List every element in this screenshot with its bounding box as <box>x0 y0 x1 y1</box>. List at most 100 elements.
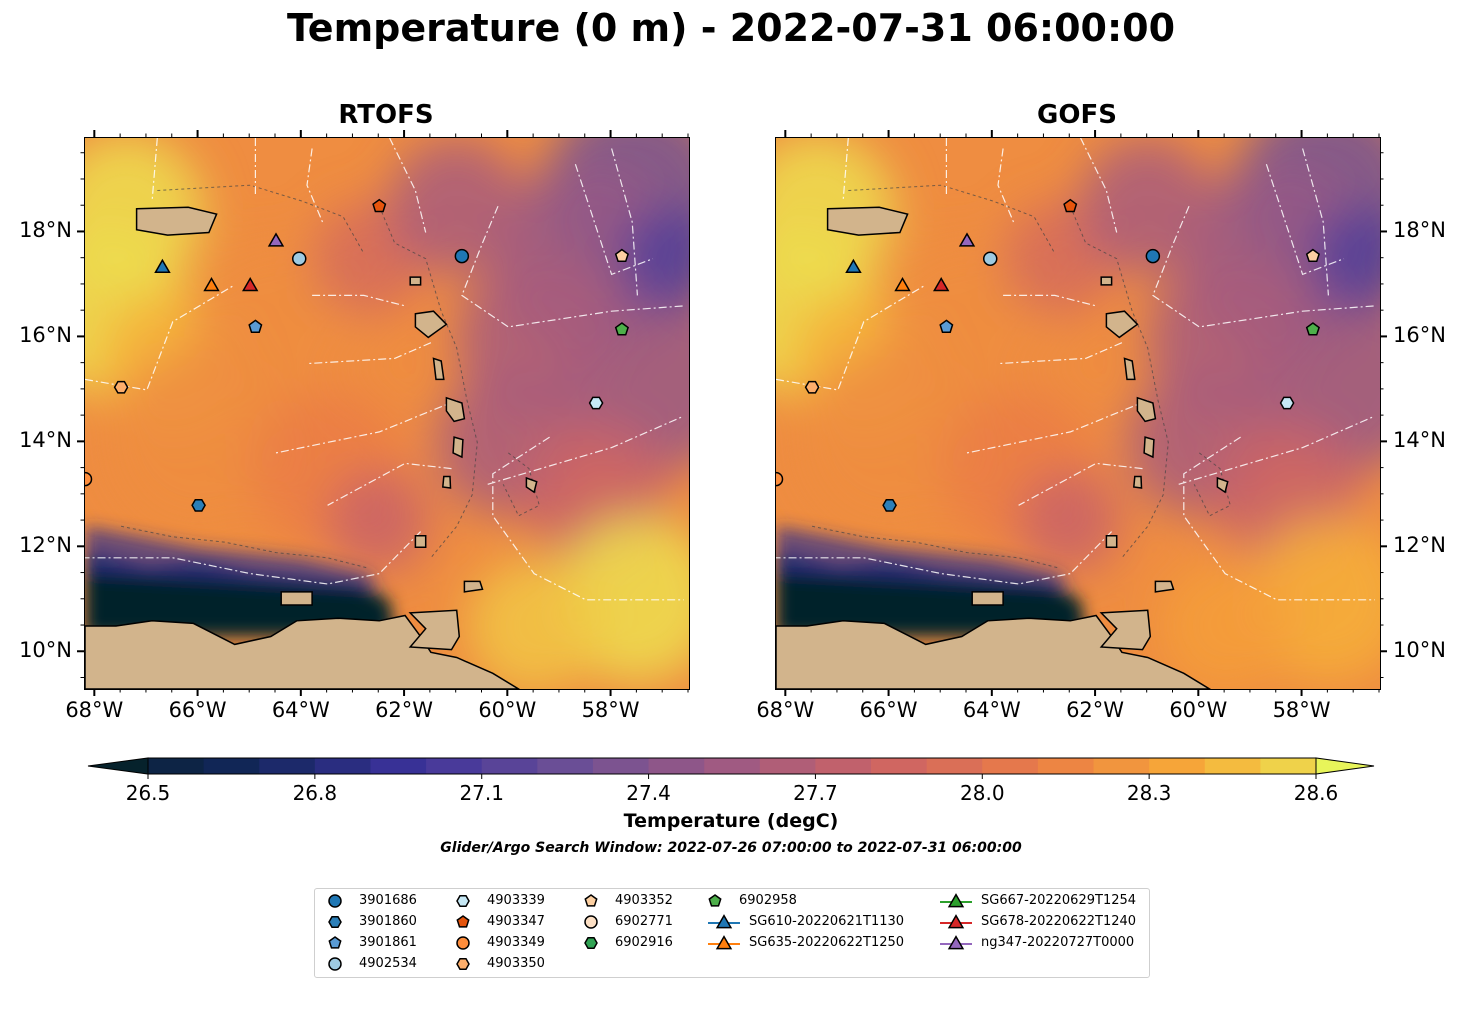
legend-marker-icon <box>708 914 740 929</box>
legend-marker-icon <box>708 935 740 950</box>
marker-3901860 <box>191 498 206 512</box>
colorbar-bin <box>1149 758 1206 774</box>
colorbar-extend-low <box>87 757 149 775</box>
legend-label: SG635-20220622T1250 <box>749 935 905 950</box>
marker-4902534 <box>982 251 998 266</box>
marker-4903352 <box>614 248 629 263</box>
eez-boundaries <box>85 138 685 601</box>
marker-SG678-20220622T1240 <box>933 276 950 292</box>
lat-tick-label-1-4: 18°N <box>1393 218 1446 243</box>
lon-tick-label-1-3: 62°W <box>1066 698 1125 722</box>
marker-4903350 <box>113 380 129 394</box>
colorbar-bin <box>314 758 371 774</box>
lat-tick-label-0-3: 16°N <box>19 323 72 348</box>
legend-label: 6902958 <box>739 893 797 908</box>
legend-label: ng347-20220727T0000 <box>981 935 1135 950</box>
legend-label: 3901861 <box>359 935 417 950</box>
observation-markers <box>85 198 629 512</box>
legend-marker-icon <box>328 936 342 949</box>
marker-4903347 <box>372 198 387 213</box>
legend-label: SG610-20220621T1130 <box>749 914 905 929</box>
colorbar-bin <box>871 758 928 774</box>
colorbar-bin <box>481 758 538 774</box>
lon-tick-label-0-5: 58°W <box>581 698 640 722</box>
legend-label: 4903347 <box>487 914 545 929</box>
legend-label: 4903349 <box>487 935 545 950</box>
marker-4903339 <box>1279 396 1295 410</box>
temperature-field <box>776 138 1380 689</box>
legend-marker-icon <box>940 914 972 929</box>
colorbar-tick-label-1: 26.8 <box>292 781 338 805</box>
map-canvas <box>85 138 689 689</box>
colorbar-bin <box>537 758 594 774</box>
lon-tick-label-0-0: 68°W <box>65 698 124 722</box>
marker-4903347 <box>1063 198 1078 213</box>
lat-tick-label-0-4: 18°N <box>19 218 72 243</box>
legend-label: 3901686 <box>359 893 417 908</box>
lon-tick-label-1-4: 60°W <box>1169 698 1228 722</box>
colorbar-tick-label-3: 27.4 <box>626 781 671 805</box>
marker-SG678-20220622T1240 <box>242 276 259 292</box>
legend-marker-icon <box>328 894 342 908</box>
lon-tick-label-1-5: 58°W <box>1272 698 1331 722</box>
marker-SG610-20220621T1130 <box>845 258 862 273</box>
marker-3901861 <box>939 319 954 333</box>
marker-4903352 <box>1305 248 1320 263</box>
colorbar-bin <box>148 758 205 774</box>
marker-ng347-20220727T0000 <box>267 232 285 247</box>
map-canvas <box>776 138 1380 689</box>
colorbar-bin <box>1093 758 1150 774</box>
colorbar-bin <box>370 758 427 774</box>
lat-tick-label-1-2: 14°N <box>1393 428 1446 453</box>
marker-SG610-20220621T1130 <box>154 258 171 273</box>
legend-marker-icon <box>328 957 342 971</box>
lon-tick-label-0-1: 66°W <box>168 698 227 722</box>
colorbar-tick-label-6: 28.3 <box>1126 781 1172 805</box>
colorbar-bin <box>1037 758 1095 774</box>
legend-marker-icon <box>456 958 470 970</box>
land <box>85 206 538 689</box>
cold-band <box>85 526 395 637</box>
legend-label: 6902771 <box>615 914 673 929</box>
legend-marker-icon <box>456 915 470 928</box>
colorbar-bin <box>259 758 316 774</box>
colorbar-bin <box>592 758 650 774</box>
marker-ng347-20220727T0000 <box>958 232 976 247</box>
marker-3901861 <box>248 319 263 333</box>
bathymetry-contours <box>121 184 540 569</box>
lon-tick-label-0-3: 62°W <box>375 698 434 722</box>
cold-band <box>776 526 1086 637</box>
marker-SG635-20220622T1250 <box>203 276 220 292</box>
lat-tick-label-0-2: 14°N <box>19 428 72 453</box>
lat-tick-label-1-0: 10°N <box>1393 638 1446 663</box>
legend-marker-icon <box>584 915 598 929</box>
panel-title-rtofs: RTOFS <box>338 100 434 130</box>
colorbar <box>87 757 1375 779</box>
colorbar-tick-label-4: 27.7 <box>793 781 838 805</box>
legend-label: 4903350 <box>487 956 545 971</box>
colorbar-bin <box>203 758 260 774</box>
marker-4903349 <box>776 471 784 487</box>
lon-tick-label-0-2: 64°W <box>271 698 330 722</box>
legend-marker-icon <box>940 935 972 950</box>
lat-tick-label-1-3: 16°N <box>1393 323 1446 348</box>
legend-label: 4903339 <box>487 893 545 908</box>
legend-label: SG678-20220622T1240 <box>981 914 1137 929</box>
map-rtofs <box>84 137 690 690</box>
colorbar-bin <box>926 758 983 774</box>
legend-marker-icon <box>584 937 598 949</box>
marker-4902534 <box>291 251 307 266</box>
colorbar-bin <box>1260 758 1317 774</box>
legend-label: 3901860 <box>359 914 417 929</box>
colorbar-bin <box>648 758 705 774</box>
colorbar-tick-label-5: 28.0 <box>960 781 1005 805</box>
legend-label: 4902534 <box>359 956 417 971</box>
marker-3901686 <box>454 248 470 264</box>
marker-6902958 <box>614 322 629 336</box>
lon-tick-label-0-4: 60°W <box>478 698 537 722</box>
legend: 3901686 3901860 3901861 4902534 4903339 49033… <box>314 888 1150 978</box>
lon-tick-label-1-0: 68°W <box>756 698 815 722</box>
legend-marker-icon <box>584 894 598 907</box>
land <box>776 206 1229 689</box>
